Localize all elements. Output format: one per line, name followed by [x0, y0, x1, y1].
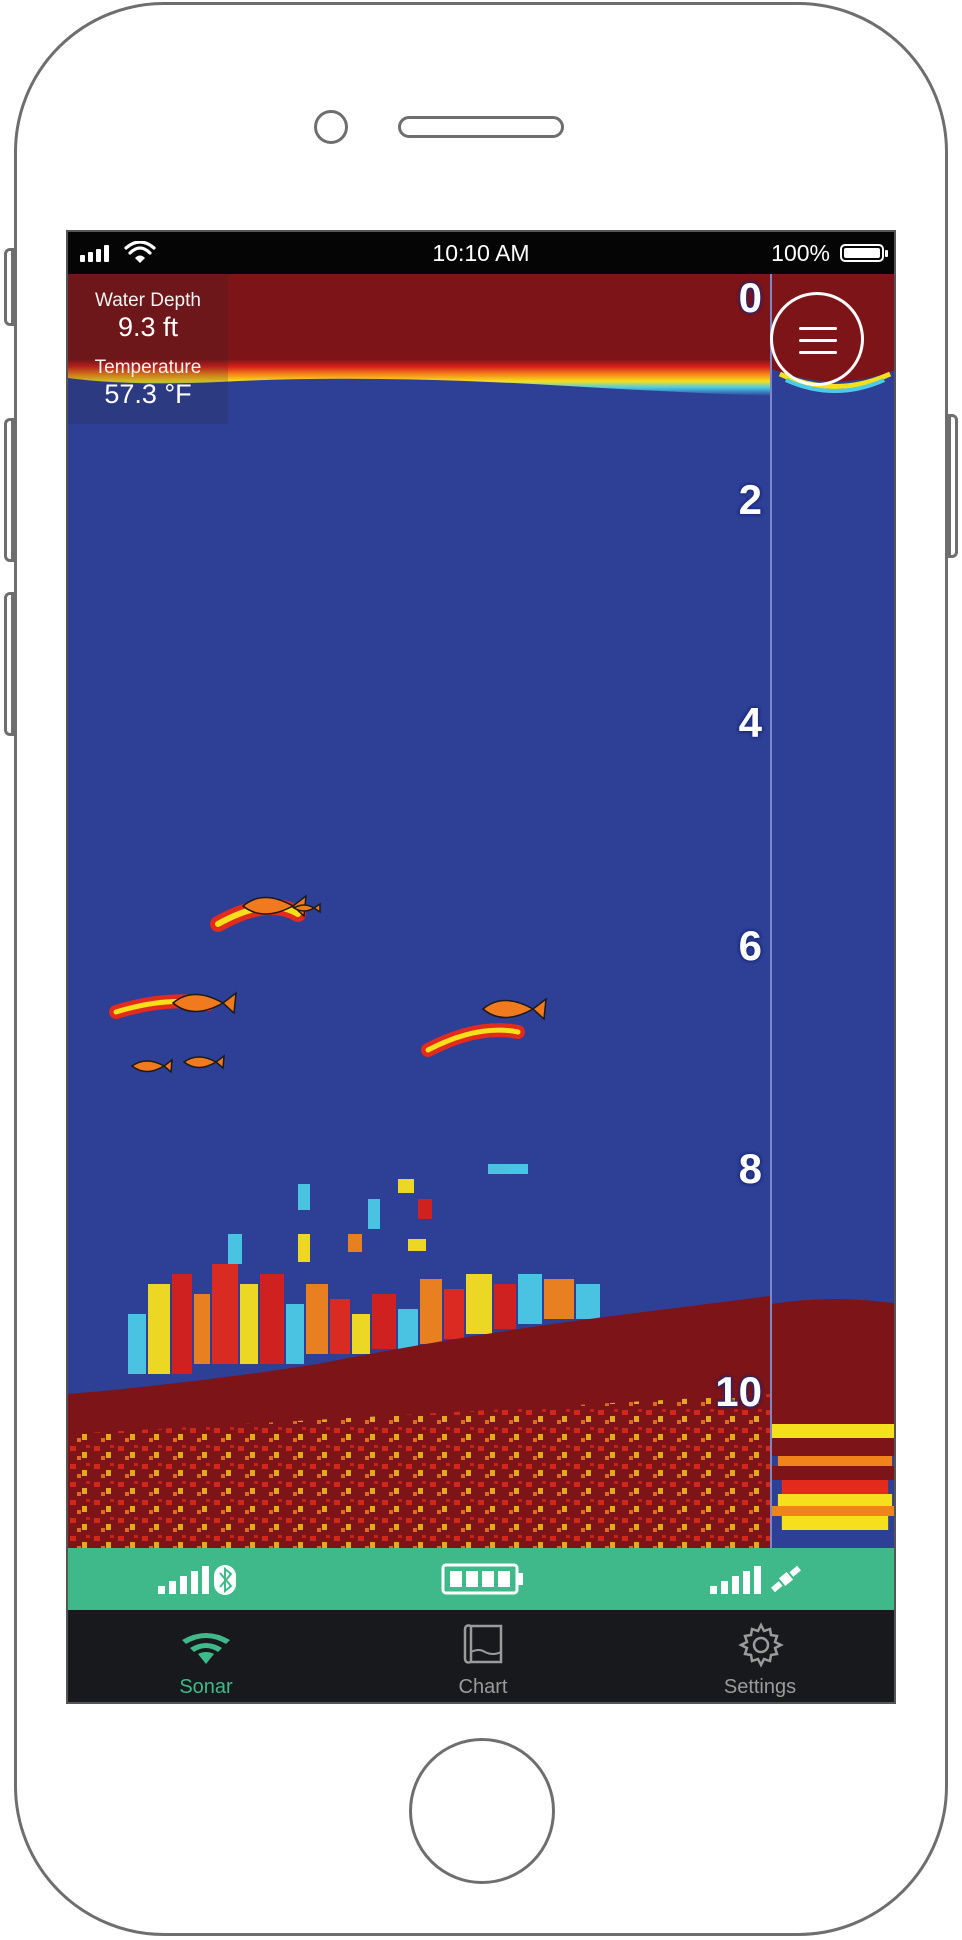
gear-icon	[738, 1622, 784, 1668]
depth-tick-0: 0	[738, 274, 762, 321]
depth-tick-8: 8	[738, 1145, 762, 1192]
home-button[interactable]	[409, 1738, 555, 1884]
battery-icon	[840, 244, 888, 262]
tab-sonar[interactable]: Sonar	[68, 1610, 344, 1702]
readout-panel: Water Depth 9.3 ft Temperature 57.3 °F	[68, 274, 228, 424]
water-depth-value: 9.3 ft	[117, 312, 179, 342]
depth-tick-4: 4	[738, 699, 762, 746]
ringer-switch	[4, 248, 14, 326]
tab-sonar-label: Sonar	[179, 1676, 233, 1698]
satellite-signal-icon	[710, 1565, 801, 1594]
hamburger-icon-line	[799, 339, 837, 342]
tab-settings-label: Settings	[723, 1676, 797, 1698]
tab-chart-label: Chart	[458, 1676, 508, 1698]
depth-tick-6: 6	[738, 922, 762, 969]
sonar-display	[68, 274, 770, 1548]
water-depth-label: Water Depth	[95, 290, 201, 311]
bottom-tab-bar: Sonar Chart Settings	[68, 1610, 894, 1702]
flasher-bar	[770, 274, 894, 1548]
status-bar: 10:10 AM 100%	[68, 232, 894, 274]
tab-chart[interactable]: Chart	[345, 1610, 621, 1702]
earpiece-speaker	[398, 116, 564, 138]
front-camera	[314, 110, 348, 144]
menu-button[interactable]	[770, 292, 864, 386]
cellular-signal-icon	[80, 244, 109, 262]
chart-map-icon	[463, 1624, 503, 1664]
depth-tick-2: 2	[738, 476, 762, 523]
wifi-icon	[124, 241, 156, 263]
power-button	[948, 414, 958, 558]
battery-percent: 100%	[771, 240, 830, 266]
depth-tick-10: 10	[715, 1368, 762, 1415]
app-screen: 10:10 AM 100%	[66, 230, 896, 1704]
connection-status-bar	[68, 1548, 894, 1610]
temperature-label: Temperature	[94, 357, 202, 378]
volume-up-button	[4, 418, 14, 562]
status-time: 10:10 AM	[432, 240, 530, 266]
hamburger-icon-line	[799, 351, 837, 354]
temperature-value: 57.3 °F	[104, 379, 192, 409]
sonar-icon	[182, 1633, 230, 1664]
bluetooth-signal-icon	[158, 1565, 236, 1595]
device-battery-icon	[441, 1563, 523, 1595]
fish-icons	[130, 894, 547, 1074]
tab-settings[interactable]: Settings	[622, 1610, 894, 1702]
hamburger-icon-line	[799, 327, 837, 330]
volume-down-button	[4, 592, 14, 736]
